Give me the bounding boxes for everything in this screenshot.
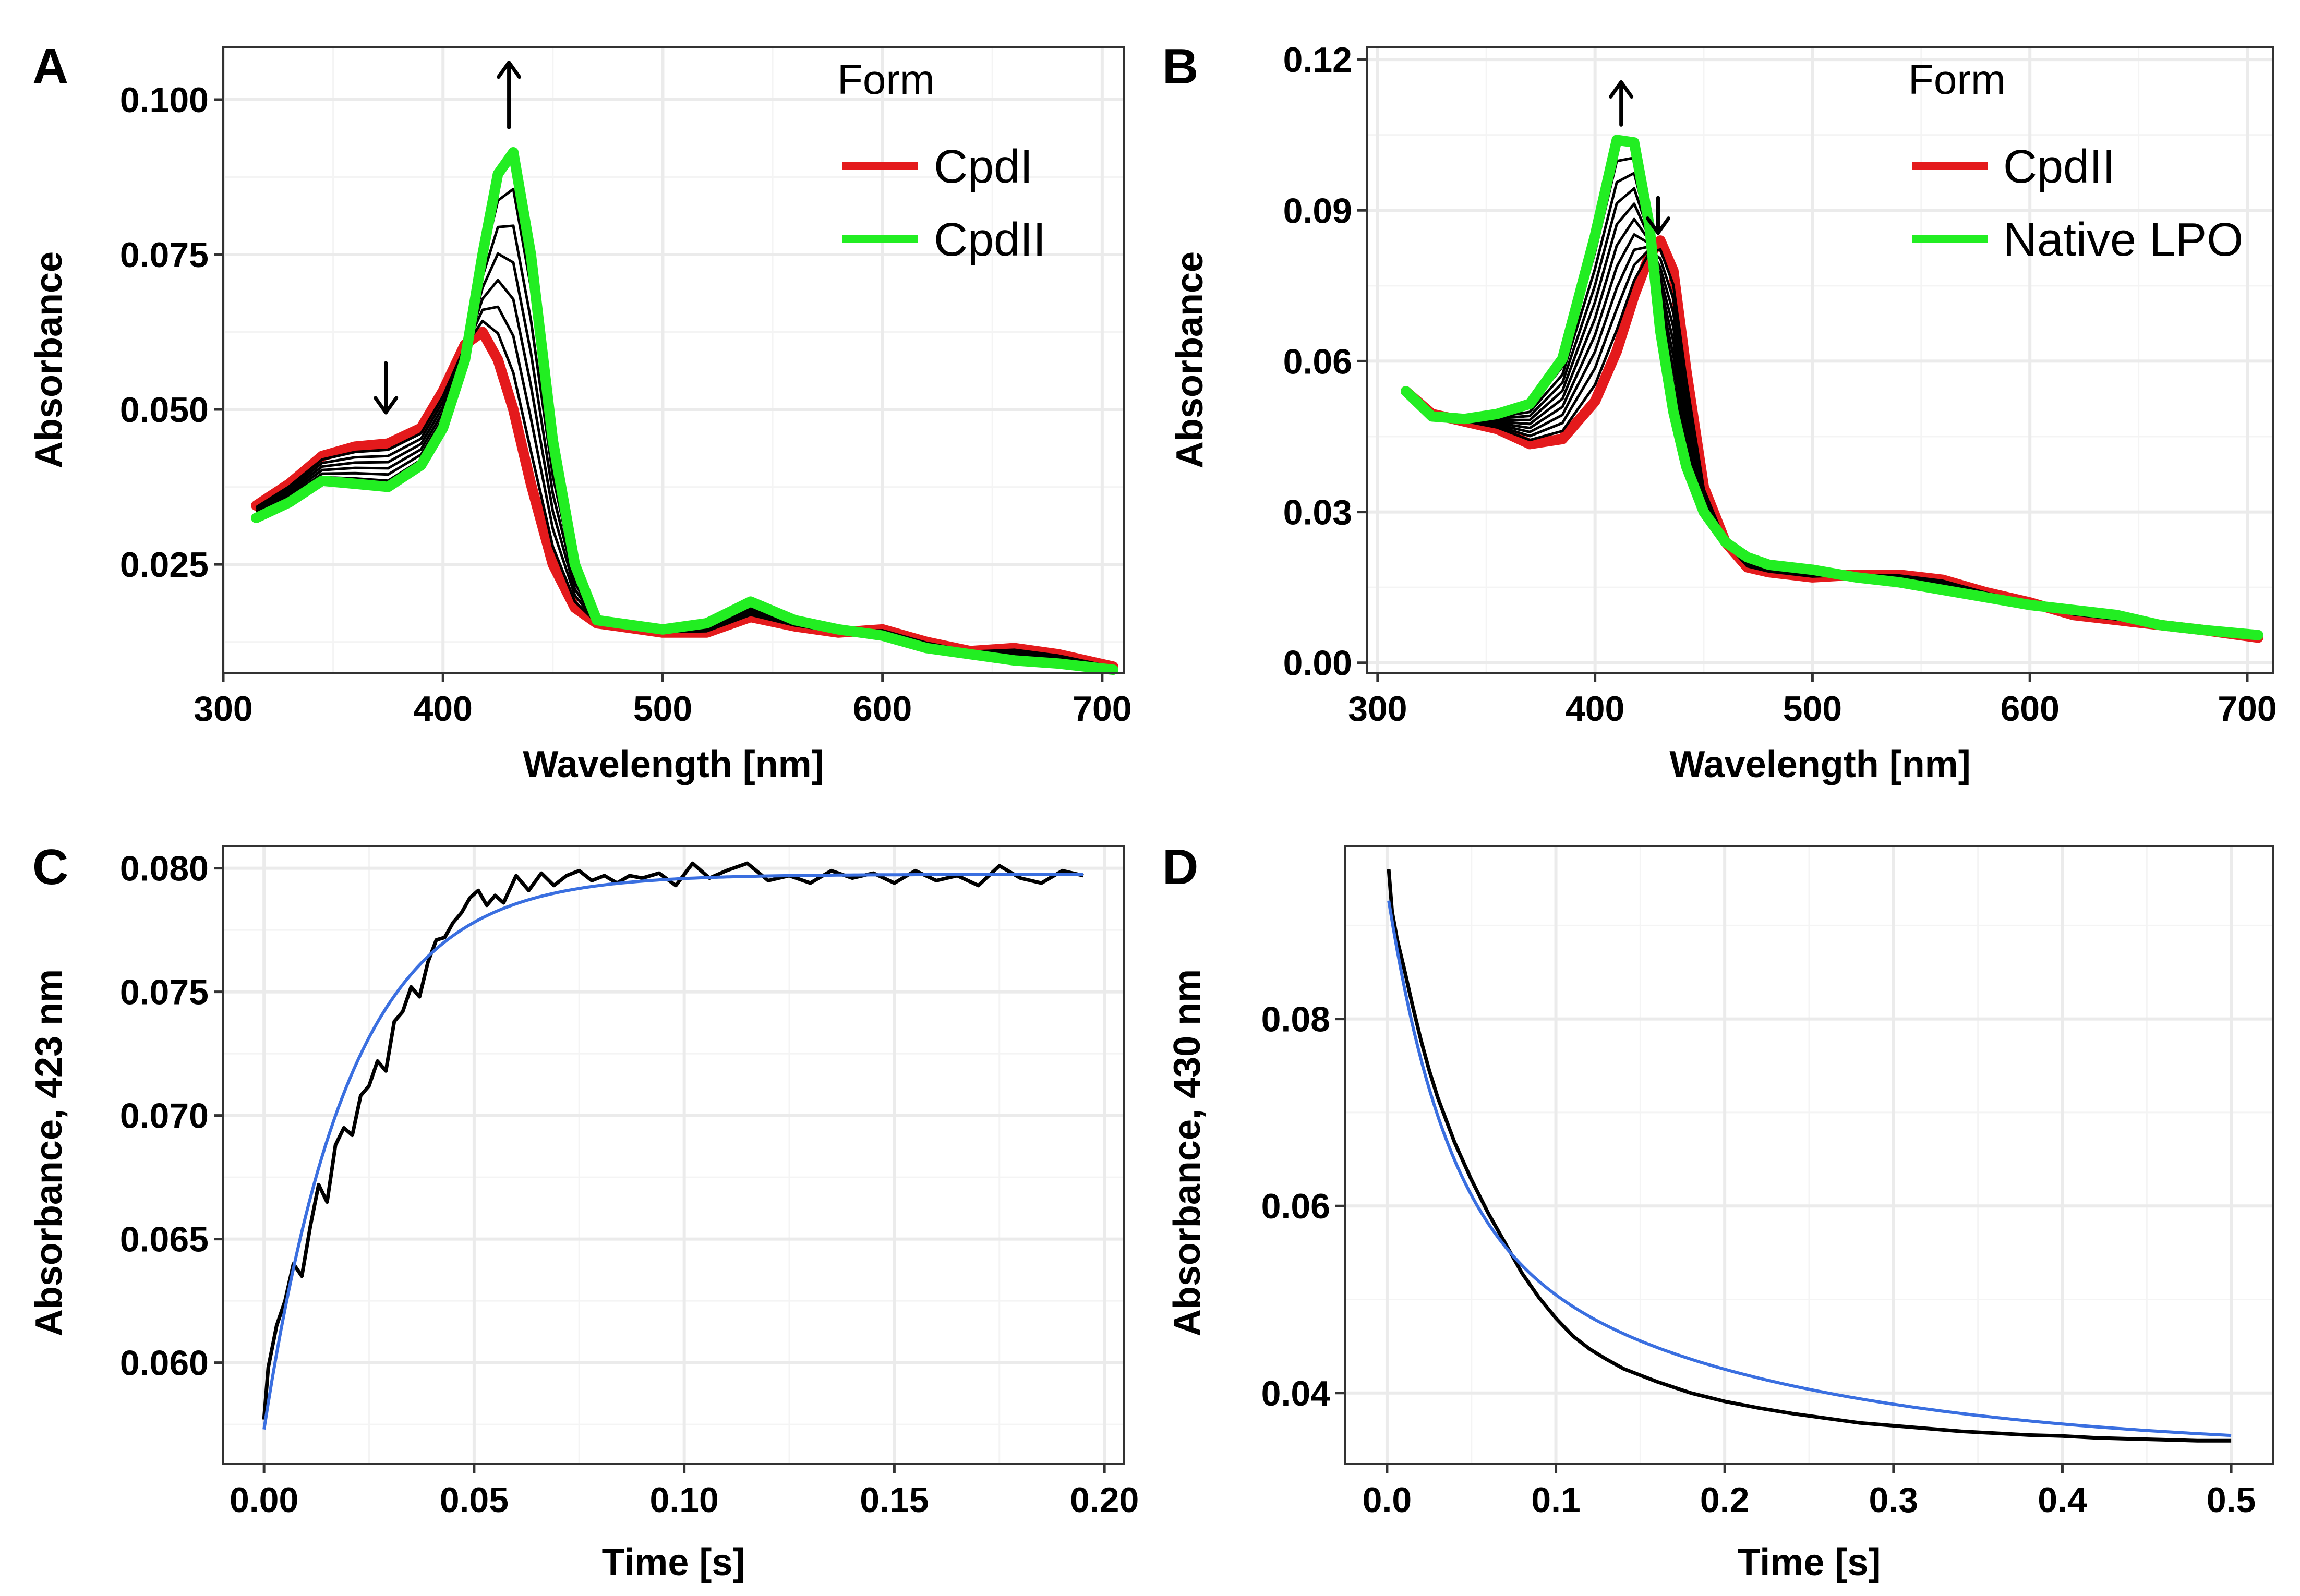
panel-a-arrows [374,61,522,415]
x-tick-label: 400 [413,689,472,729]
y-tick-label: 0.075 [120,973,209,1012]
panel-a-series [251,147,1118,675]
panel-d-ticks: 0.0 0.1 0.2 0.3 0.4 0.5 0.04 0.06 0.08 [1261,845,2274,1520]
panel-d-grid [1345,846,2273,1464]
x-tick-label: 0.15 [860,1480,929,1520]
y-tick-label: 0.025 [120,545,209,585]
series-end-cpdii [251,147,1118,675]
panel-a-legend-label-cpdii: CpdII [934,214,1046,266]
panel-c-ticks: 0.00 0.05 0.10 0.15 0.20 0.060 0.065 0.070 0.075… [120,845,1139,1520]
panel-a-y-axis-label: Absorbance [28,251,70,468]
x-tick-label: 0.05 [440,1480,509,1520]
panel-c-x-axis-label: Time [s] [602,1542,745,1583]
panel-c-plot-area [222,845,1125,1465]
y-tick-label: 0.075 [120,235,209,275]
panel-a: 300 400 500 600 700 0.025 0.050 0.075 0.100 A Wa… [28,39,1132,785]
panel-b: 300 400 500 600 700 0.00 0.03 0.06 0.09 0.12 B Wa… [1162,39,2277,785]
panel-a-legend-label-cpdi: CpdI [934,141,1033,193]
x-tick-label: 0.20 [1070,1480,1139,1520]
panel-c-grid [223,846,1124,1464]
y-tick-label: 0.04 [1261,1374,1331,1413]
y-tick-label: 0.06 [1261,1187,1330,1226]
y-tick-label: 0.12 [1283,40,1352,80]
panel-c: 0.00 0.05 0.10 0.15 0.20 0.060 0.065 0.070 0.075… [28,839,1139,1583]
panel-b-grid [1367,47,2273,673]
plot-border [1344,845,2274,1465]
x-tick-label: 700 [1073,689,1131,729]
y-tick-label: 0.00 [1283,644,1352,683]
x-tick-label: 0.1 [1531,1480,1581,1520]
x-tick-label: 0.5 [2207,1480,2256,1520]
arrow-down-head [374,396,399,415]
arrow-up-head [497,61,522,79]
panel-a-x-axis-label: Wavelength [nm] [523,744,824,785]
x-tick-label: 0.2 [1700,1480,1750,1520]
panel-b-series [1401,135,2263,643]
plot-border [222,845,1125,1465]
y-tick-label: 0.100 [120,80,209,120]
panel-b-label: B [1162,39,1198,94]
y-tick-label: 0.03 [1283,493,1352,533]
y-tick-label: 0.070 [120,1096,209,1136]
plot-border [222,46,1125,674]
panel-c-series [262,861,1084,1430]
panel-a-legend: Form CpdI CpdII [837,56,1046,266]
panel-b-legend-label-native-lpo: Native LPO [2003,214,2243,266]
panel-d-x-axis-label: Time [s] [1738,1542,1881,1583]
y-tick-label: 0.060 [120,1344,209,1383]
panel-c-y-axis-label: Absorbance, 423 nm [28,969,70,1336]
y-tick-label: 0.06 [1283,342,1352,381]
panel-d-y-axis-label: Absorbance, 430 nm [1166,969,1208,1336]
panel-b-legend: Form CpdII Native LPO [1908,56,2243,266]
series-fit-curve [1387,900,2232,1437]
panel-b-x-axis-label: Wavelength [nm] [1669,744,1970,785]
panel-a-plot-area [222,46,1125,674]
arrow-up-head [1609,80,1634,99]
x-tick-label: 0.3 [1869,1480,1919,1520]
panel-b-legend-label-cpdii: CpdII [2003,141,2115,193]
y-tick-label: 0.050 [120,390,209,430]
x-tick-label: 0.10 [649,1480,718,1520]
panel-b-legend-title: Form [1908,56,2006,103]
panel-d-label: D [1162,839,1198,895]
x-tick-label: 0.0 [1363,1480,1412,1520]
panel-c-label: C [32,839,68,895]
x-tick-label: 600 [853,689,912,729]
panel-b-arrows [1609,80,1670,235]
y-tick-label: 0.080 [120,849,209,889]
y-tick-label: 0.065 [120,1220,209,1260]
x-tick-label: 500 [633,689,692,729]
y-tick-label: 0.09 [1283,191,1352,231]
series-data-trace [1387,869,2232,1443]
x-tick-label: 600 [2000,689,2059,729]
panel-b-y-axis-label: Absorbance [1169,251,1211,468]
panel-b-ticks: 300 400 500 600 700 0.00 0.03 0.06 0.09 0.12 [1283,40,2277,729]
plot-border [1366,46,2274,674]
x-tick-label: 700 [2218,689,2277,729]
series-fit-curve [262,873,1083,1430]
x-tick-label: 300 [194,689,252,729]
x-tick-label: 300 [1348,689,1407,729]
panel-a-legend-title: Form [837,56,935,103]
series-end-native-lpo [1401,135,2263,640]
panel-a-label: A [32,39,68,94]
y-tick-label: 0.08 [1261,1000,1330,1039]
panel-a-ticks: 300 400 500 600 700 0.025 0.050 0.075 0.100 [120,46,1132,729]
panel-d: 0.0 0.1 0.2 0.3 0.4 0.5 0.04 0.06 0.08 D Time [s… [1162,839,2274,1583]
x-tick-label: 400 [1566,689,1624,729]
arrow-down-head [1645,216,1670,235]
x-tick-label: 0.4 [2038,1480,2087,1520]
x-tick-label: 0.00 [230,1480,298,1520]
x-tick-label: 500 [1783,689,1842,729]
panel-d-series [1387,869,2232,1443]
